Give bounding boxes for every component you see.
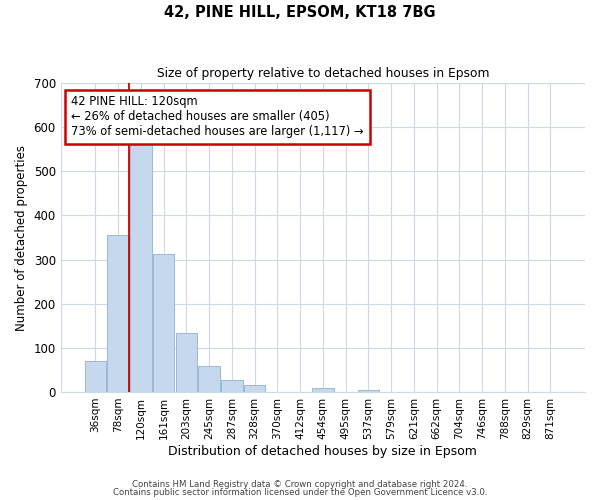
Y-axis label: Number of detached properties: Number of detached properties (15, 144, 28, 330)
Bar (198, 366, 220, 392)
Text: Contains public sector information licensed under the Open Government Licence v3: Contains public sector information licen… (113, 488, 487, 497)
Bar (358, 390, 379, 392)
Bar (85, 361, 106, 392)
Bar (130, 140, 152, 392)
Bar (176, 334, 197, 392)
Text: 42, PINE HILL, EPSOM, KT18 7BG: 42, PINE HILL, EPSOM, KT18 7BG (164, 5, 436, 20)
Title: Size of property relative to detached houses in Epsom: Size of property relative to detached ho… (157, 68, 489, 80)
Text: 42 PINE HILL: 120sqm
← 26% of detached houses are smaller (405)
73% of semi-deta: 42 PINE HILL: 120sqm ← 26% of detached h… (71, 96, 364, 138)
Text: Contains HM Land Registry data © Crown copyright and database right 2024.: Contains HM Land Registry data © Crown c… (132, 480, 468, 489)
Bar (312, 388, 334, 392)
Bar (153, 254, 175, 392)
Bar (244, 386, 265, 392)
X-axis label: Distribution of detached houses by size in Epsom: Distribution of detached houses by size … (169, 444, 477, 458)
Bar (107, 236, 129, 392)
Bar (221, 380, 242, 392)
